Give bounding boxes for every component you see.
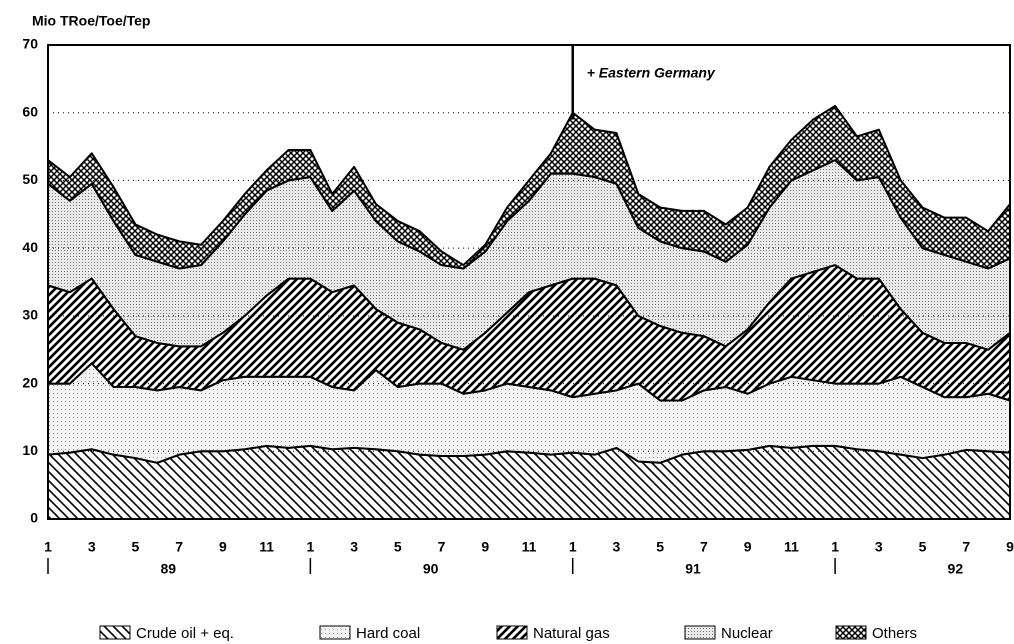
legend-swatch: [319, 625, 351, 640]
legend-swatch: [835, 625, 867, 640]
x-tick-label: 7: [700, 539, 708, 555]
x-tick-label: 1: [44, 539, 52, 555]
legend-label: Natural gas: [533, 625, 610, 642]
year-label: 90: [423, 561, 439, 577]
y-tick-label: 50: [22, 171, 38, 187]
y-tick-label: 70: [22, 36, 38, 52]
legend-label: Crude oil + eq.: [136, 625, 234, 642]
y-tick-label: 20: [22, 374, 38, 390]
x-tick-label: 5: [656, 539, 664, 555]
y-tick-label: 60: [22, 103, 38, 119]
x-tick-label: 11: [522, 539, 537, 555]
x-tick-label: 3: [875, 539, 883, 555]
x-tick-label: 5: [132, 539, 140, 555]
x-tick-label: 1: [306, 539, 314, 555]
x-tick-label: 9: [744, 539, 752, 555]
x-tick-label: 9: [481, 539, 489, 555]
x-tick-label: 11: [784, 539, 799, 555]
legend-swatch: [496, 625, 528, 640]
x-tick-label: 3: [350, 539, 358, 555]
x-tick-label: 9: [219, 539, 227, 555]
x-tick-label: 1: [569, 539, 577, 555]
x-tick-label: 11: [259, 539, 274, 555]
y-axis-label: Mio TRoe/Toe/Tep: [32, 13, 150, 29]
annotation: + Eastern Germany: [587, 65, 716, 81]
legend-label: Nuclear: [721, 625, 773, 642]
x-tick-label: 3: [613, 539, 621, 555]
x-tick-label: 3: [88, 539, 96, 555]
y-tick-label: 0: [30, 510, 38, 526]
area: [47, 444, 1011, 520]
y-tick-label: 30: [22, 307, 38, 323]
y-tick-label: 10: [22, 442, 38, 458]
legend-label: Hard coal: [356, 625, 420, 642]
x-tick-label: 5: [919, 539, 927, 555]
legend-label: Others: [872, 625, 917, 642]
legend-swatch: [99, 625, 131, 640]
x-tick-label: 7: [175, 539, 183, 555]
x-tick-label: 1: [831, 539, 839, 555]
legend-swatch: [684, 625, 716, 640]
year-label: 92: [948, 561, 964, 577]
y-tick-label: 40: [22, 239, 38, 255]
x-tick-label: 7: [438, 539, 446, 555]
x-tick-label: 9: [1006, 539, 1014, 555]
x-tick-label: 7: [962, 539, 970, 555]
year-label: 91: [685, 561, 701, 577]
year-label: 89: [160, 561, 176, 577]
plot-frame: [47, 44, 1011, 520]
x-tick-label: 5: [394, 539, 402, 555]
